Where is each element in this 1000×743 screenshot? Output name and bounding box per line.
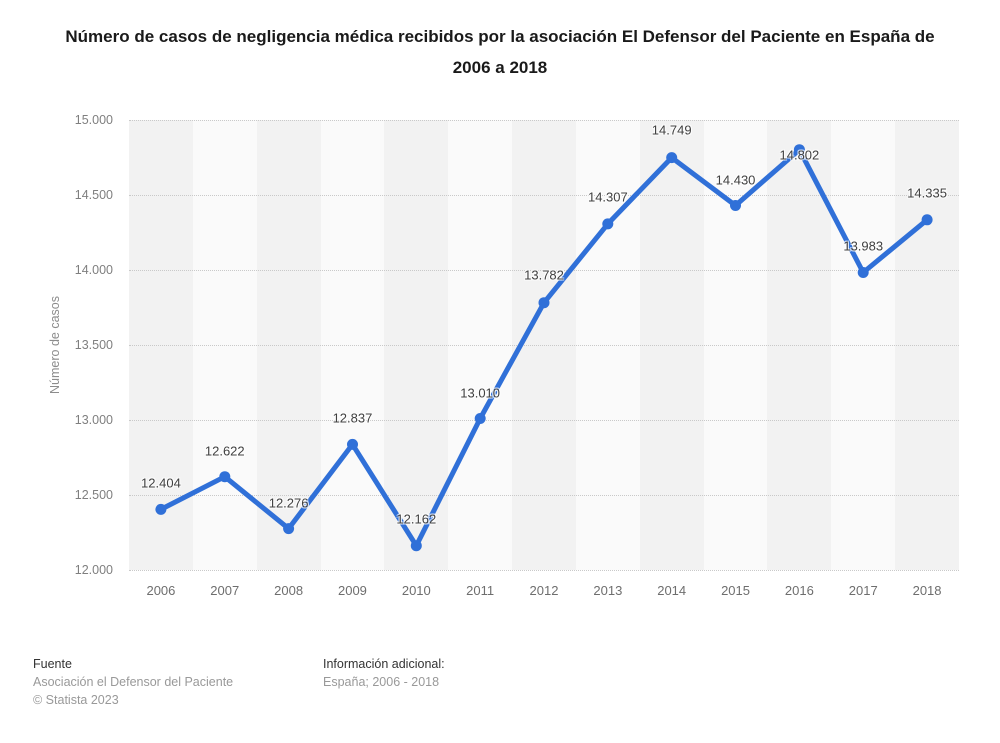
data-label-2017: 13.983 [843,238,884,254]
gridline-15.000 [129,120,959,121]
data-label-2011: 13.010 [460,385,501,400]
data-label-2018: 14.335 [907,185,947,201]
y-tick-14.500: 14.500 [74,188,113,202]
data-label-2007: 12.622 [204,443,245,459]
data-point-2012 [538,297,550,309]
x-tick-2014: 2014 [657,583,687,598]
data-label-2009: 12.837 [332,410,373,426]
data-label-2014: 14.749 [651,122,692,138]
y-tick-14.000: 14.000 [74,263,113,277]
copyright-notice: © Statista 2023 [33,692,119,707]
x-axis-tick-labels: 2006 2007 2008 2009 2010 2011 2012 2013 2014 2015… [129,583,959,601]
x-tick-2015: 2015 [721,583,750,598]
x-tick-2007: 2007 [210,583,240,598]
y-tick-12.000: 12.000 [74,563,113,577]
data-point-2010 [410,540,422,552]
info-text: España; 2006 - 2018 [323,675,440,689]
x-tick-2010: 2010 [401,583,431,598]
x-tick-2011: 2011 [466,583,495,598]
gridline-12.500 [129,495,959,496]
data-label-2013: 14.307 [587,189,628,205]
data-point-2011 [474,413,486,424]
data-point-2013 [602,218,614,230]
x-tick-2018: 2018 [912,583,942,598]
y-tick-15.000: 15.000 [74,113,113,127]
line-series [155,144,933,552]
data-label-2008: 12.276 [268,495,309,511]
data-label-2006: 12.404 [141,475,181,491]
additional-info-block: Información adicional: España; 2006 - 20… [323,655,445,692]
data-point-2007 [219,471,231,483]
data-point-2015 [730,200,741,211]
data-point-2016 [793,144,805,156]
source-heading: Fuente [33,657,72,671]
x-tick-2008: 2008 [274,583,304,598]
x-tick-2006: 2006 [146,583,176,598]
data-point-2006 [155,503,167,515]
gridline-13.500 [129,345,959,346]
gridline-13.000 [129,420,959,421]
chart-footer: Fuente Asociación el Defensor del Pacien… [33,655,967,715]
data-point-2014 [666,152,678,164]
data-label-2016: 14.802 [779,147,820,163]
x-tick-2009: 2009 [337,583,367,598]
x-tick-2013: 2013 [593,583,623,598]
chart-title: Número de casos de negligencia médica re… [65,27,935,77]
data-point-2017 [857,267,869,278]
gridline-14.500 [129,195,959,196]
source-block: Fuente Asociación el Defensor del Pacien… [33,655,233,709]
gridline-12.000 [129,570,959,571]
source-name: Asociación el Defensor del Paciente [33,675,234,689]
gridline-14.000 [129,270,959,271]
data-point-2008 [283,523,295,535]
plot-area: 12.404 12.622 12.276 12.837 12.162 13.010 13.7… [129,120,959,571]
x-tick-2017: 2017 [848,583,878,598]
series-line [158,147,930,549]
x-tick-2012: 2012 [529,583,559,598]
data-point-2009 [347,438,358,450]
y-axis-title: Número de casos [48,296,62,394]
data-label-2012: 13.782 [524,267,564,283]
info-heading: Información adicional: [323,657,445,671]
data-label-2010: 12.162 [396,511,437,527]
y-tick-13.000: 13.000 [74,413,113,427]
y-tick-12.500: 12.500 [74,488,113,502]
x-tick-2016: 2016 [784,583,814,598]
data-point-2018 [921,214,933,226]
data-label-2015: 14.430 [715,172,756,187]
